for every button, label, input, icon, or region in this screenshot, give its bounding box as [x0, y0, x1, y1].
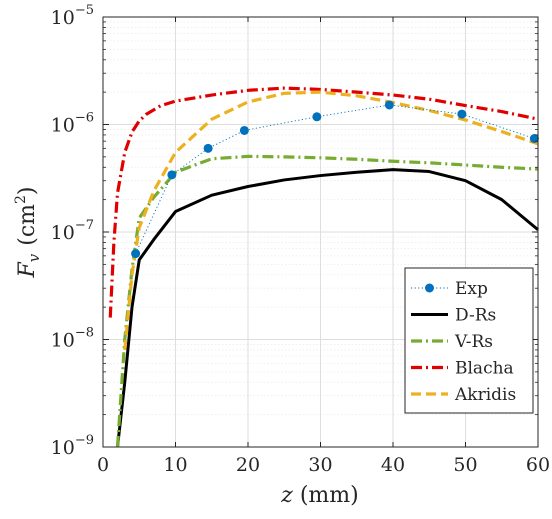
- series-line-blacha: [108, 86, 539, 318]
- x-tick-label: 40: [381, 454, 405, 476]
- data-point-exp: [131, 249, 141, 259]
- data-point-exp: [384, 100, 394, 110]
- y-tick-label: 10−5: [51, 3, 94, 29]
- legend-label-v-rs: V-Rs: [454, 332, 493, 352]
- series-line-d-rs: [116, 168, 539, 448]
- ticks: [102, 16, 539, 448]
- y-tick-label: 10−7: [51, 218, 94, 244]
- y-tick-label: 10−8: [51, 326, 94, 352]
- data-point-exp: [239, 125, 249, 135]
- x-tick-label: 0: [97, 454, 109, 476]
- x-tick-label: 50: [453, 454, 477, 476]
- legend-label-d-rs: D-Rs: [455, 306, 496, 326]
- legend: Exp D-Rs V-Rs Blacha Akridis: [404, 267, 534, 414]
- x-axis-label: z (mm): [280, 483, 358, 508]
- y-tick-label: 10−9: [51, 433, 94, 459]
- y-axis-label: Fv(cm2): [13, 186, 43, 278]
- legend-label-akridis: Akridis: [454, 385, 516, 405]
- series-layer: [108, 86, 539, 448]
- series-line-akridis: [123, 90, 539, 351]
- legend-label-exp: Exp: [455, 279, 488, 299]
- y-tick-label: 10−6: [51, 111, 94, 137]
- data-point-exp: [312, 112, 322, 122]
- data-point-exp: [457, 109, 467, 119]
- data-point-exp: [203, 143, 213, 153]
- tick-labels: 0 10 20 30 40 50 60 10−9 10−8 10−7 10−6 10−5: [51, 3, 550, 476]
- x-tick-label: 10: [163, 454, 187, 476]
- legend-marker-exp: [425, 283, 434, 293]
- x-tick-label: 30: [308, 454, 332, 476]
- series-line-exp: [135, 104, 535, 254]
- data-point-exp: [167, 170, 177, 180]
- x-tick-label: 20: [236, 454, 260, 476]
- x-tick-label: 60: [526, 454, 550, 476]
- legend-label-blacha: Blacha: [455, 359, 514, 379]
